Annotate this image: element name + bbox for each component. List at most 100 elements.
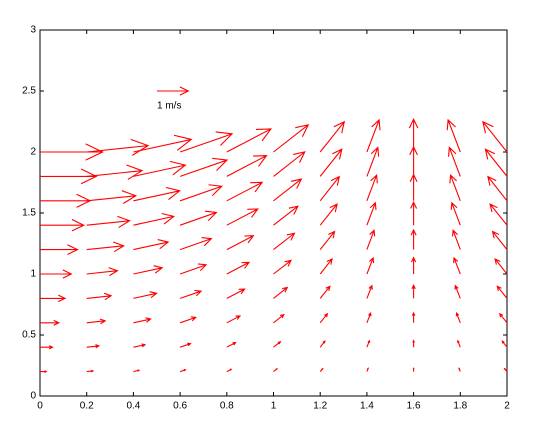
y-tick-label: 0.5: [22, 330, 36, 341]
x-tick-label: 0.2: [80, 401, 94, 412]
vector-arrow: [226, 315, 242, 324]
vector-arrow: [487, 175, 508, 202]
vector-arrow: [133, 239, 170, 251]
vector-arrow: [319, 285, 331, 299]
vector-arrow: [458, 367, 461, 372]
x-tick-label: 1.2: [313, 401, 327, 412]
vector-arrow: [319, 367, 324, 372]
vector-arrow: [179, 289, 203, 299]
vector-arrow: [86, 292, 113, 301]
vector-arrow: [226, 128, 273, 153]
vector-arrow: [86, 241, 125, 253]
vector-arrow: [319, 257, 333, 275]
vector-arrow: [319, 120, 346, 153]
vector-arrow: [319, 175, 341, 202]
vector-arrow: [226, 368, 233, 373]
vector-arrow: [226, 288, 246, 299]
vector-arrow: [273, 151, 306, 177]
x-tick-label: 0: [37, 401, 43, 412]
vector-arrow: [319, 148, 343, 177]
vector-arrow: [412, 339, 415, 348]
vector-arrow: [40, 319, 61, 326]
vector-arrow: [40, 193, 92, 208]
vector-arrow: [40, 218, 86, 232]
vector-arrow: [366, 118, 381, 153]
x-tick-label: 1: [271, 401, 277, 412]
vector-arrow: [226, 342, 237, 348]
vector-arrow: [40, 294, 67, 303]
vector-arrow: [410, 228, 417, 250]
vector-arrow: [366, 367, 369, 372]
vector-arrow: [40, 345, 54, 350]
vector-arrow: [366, 229, 376, 250]
vector-arrow: [179, 157, 229, 177]
vector-arrow: [366, 173, 378, 201]
vector-arrow: [86, 215, 131, 229]
vector-arrow: [319, 312, 329, 324]
vector-arrow: [273, 313, 285, 324]
vector-arrow: [179, 184, 223, 202]
vector-arrow: [133, 317, 152, 324]
vector-arrow: [409, 173, 418, 201]
vector-arrow: [86, 138, 150, 156]
vector-arrow: [411, 311, 416, 323]
vector-arrow: [408, 118, 419, 152]
vector-arrow: [133, 291, 158, 299]
vector-arrow: [411, 284, 416, 299]
vector-arrow: [319, 230, 336, 250]
vector-arrow: [366, 339, 371, 348]
vector-arrow: [179, 342, 192, 348]
vector-arrow: [499, 312, 508, 324]
vector-arrow: [179, 316, 197, 324]
vector-arrow: [86, 267, 119, 277]
x-tick-label: 0.4: [126, 401, 140, 412]
vector-arrow: [449, 173, 461, 201]
vector-arrow: [451, 229, 461, 250]
vector-arrow: [86, 164, 144, 180]
vector-arrow: [133, 343, 147, 348]
vector-arrow: [40, 269, 73, 279]
y-tick-label: 1.5: [22, 208, 36, 219]
vector-arrow: [273, 259, 293, 275]
vector-arrow: [489, 203, 508, 226]
vector-arrow: [454, 284, 461, 299]
plot-box: [39, 29, 508, 397]
vector-arrow: [133, 134, 193, 153]
vector-arrow: [179, 369, 187, 373]
vector-arrow: [86, 344, 101, 349]
vector-arrow: [273, 178, 303, 202]
vector-arrow: [133, 265, 164, 275]
x-tick-label: 0.6: [173, 401, 187, 412]
vector-arrow: [86, 318, 107, 325]
x-tick-label: 2: [504, 401, 510, 412]
y-tick-label: 2: [30, 147, 36, 158]
vector-arrow: [179, 236, 213, 251]
vector-arrow: [179, 263, 208, 275]
y-tick-label: 3: [30, 25, 36, 36]
vector-arrow: [179, 210, 218, 226]
vector-arrow: [503, 367, 508, 372]
vector-arrow: [446, 118, 461, 153]
vector-arrow: [410, 201, 418, 226]
vector-arrow: [133, 186, 181, 202]
vector-arrow: [40, 143, 104, 161]
vector-arrow: [133, 369, 141, 373]
vector-arrow: [226, 208, 259, 226]
vector-arrow: [450, 201, 461, 226]
key-label: 1 m/s: [157, 101, 181, 112]
vector-arrow: [273, 232, 296, 251]
vector-arrow: [484, 148, 508, 177]
vector-arrow: [226, 235, 255, 251]
vector-arrow: [226, 181, 264, 202]
vector-arrow: [447, 146, 461, 177]
key-arrow: [157, 86, 190, 96]
vector-arrow: [133, 212, 175, 226]
vector-arrow: [491, 230, 508, 250]
vector-arrow: [273, 124, 310, 153]
vector-arrow: [410, 256, 417, 274]
vector-arrow: [366, 201, 377, 226]
vector-arrow: [412, 367, 415, 372]
vector-arrow: [133, 160, 187, 177]
vector-arrow: [457, 339, 461, 348]
